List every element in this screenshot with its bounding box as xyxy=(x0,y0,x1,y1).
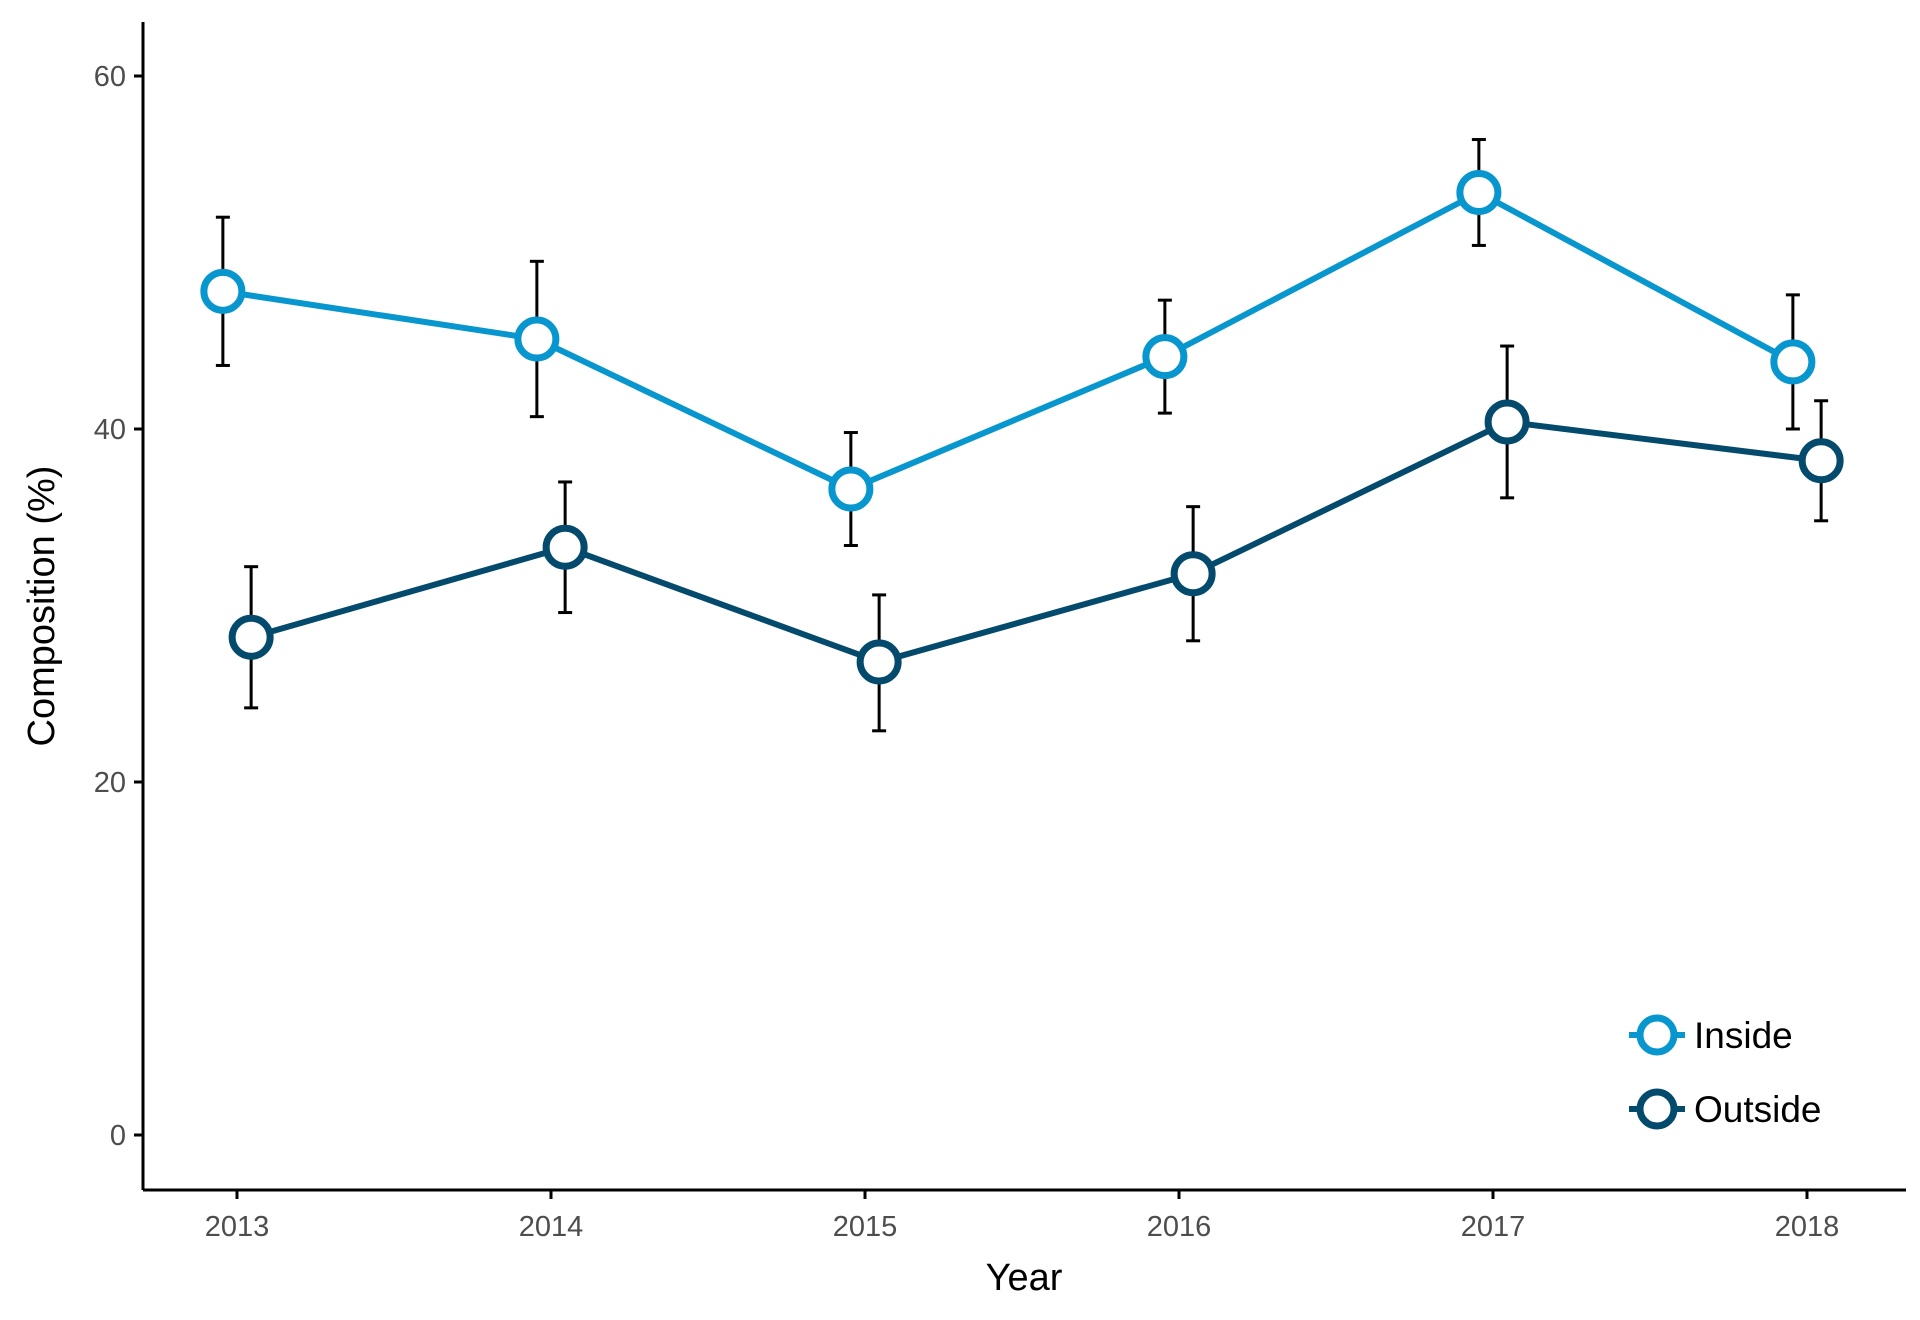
y-tick-label: 40 xyxy=(94,414,126,446)
data-point xyxy=(1798,438,1844,484)
x-tick-label: 2015 xyxy=(833,1211,898,1243)
legend-label: Inside xyxy=(1694,1015,1793,1056)
data-point xyxy=(514,316,560,362)
plot-area: 0 20 40 60 2013 2014 2015 2016 2017 2018 xyxy=(94,22,1906,1243)
x-tick-label: 2017 xyxy=(1461,1211,1526,1243)
legend-label: Outside xyxy=(1694,1089,1822,1130)
y-tick-label: 20 xyxy=(94,767,126,799)
data-point xyxy=(856,639,902,685)
x-tick-label: 2014 xyxy=(519,1211,584,1243)
data-point xyxy=(228,614,274,660)
data-point xyxy=(1170,551,1216,597)
data-point xyxy=(1484,399,1530,445)
series-line xyxy=(250,418,1822,665)
series-layer xyxy=(200,138,1844,733)
series-line xyxy=(222,189,1795,493)
x-tick-label: 2018 xyxy=(1775,1211,1840,1243)
data-point xyxy=(542,524,588,570)
x-axis-title: Year xyxy=(986,1257,1063,1299)
legend-item-inside: Inside xyxy=(1629,1014,1793,1056)
legend-item-outside: Outside xyxy=(1629,1088,1822,1130)
data-point xyxy=(1456,169,1502,215)
x-axis-ticks: 2013 2014 2015 2016 2017 2018 xyxy=(205,1190,1840,1243)
y-axis-ticks: 0 20 40 60 xyxy=(94,61,143,1152)
y-tick-label: 0 xyxy=(110,1120,126,1152)
y-tick-label: 60 xyxy=(94,61,126,93)
x-tick-label: 2013 xyxy=(205,1211,270,1243)
legend: Inside Outside xyxy=(1629,1014,1822,1130)
data-point xyxy=(1770,339,1816,385)
data-point xyxy=(200,268,246,314)
series-inside xyxy=(200,138,1816,547)
x-tick-label: 2016 xyxy=(1147,1211,1212,1243)
data-point xyxy=(1142,334,1188,380)
legend-key-marker xyxy=(1636,1088,1678,1130)
series-outside xyxy=(228,344,1844,733)
y-axis-title: Composition (%) xyxy=(21,466,63,747)
data-point xyxy=(828,466,874,512)
legend-key-marker xyxy=(1636,1014,1678,1056)
